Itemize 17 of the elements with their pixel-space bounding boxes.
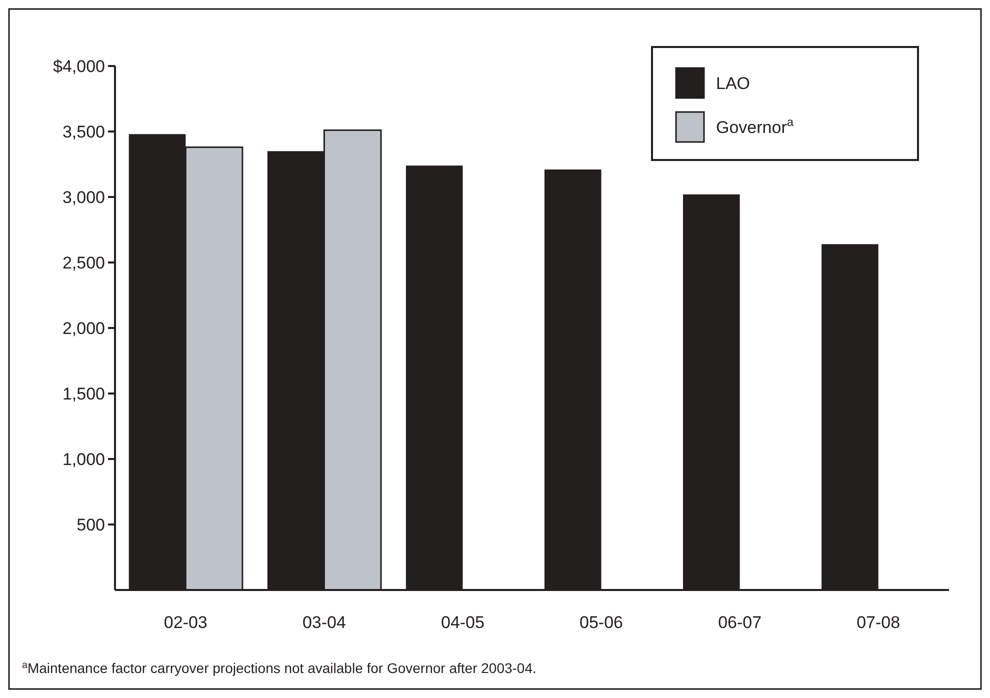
x-tick-label: 07-08 (856, 613, 900, 632)
x-tick-label: 03-04 (302, 613, 346, 632)
legend-label: Governor$^{a}$ (716, 114, 794, 137)
x-tick-label: 05-06 (580, 613, 624, 632)
y-tick-label: 1,500 (62, 384, 105, 404)
y-tick-label: $4,000 (53, 56, 105, 76)
x-tick-label: 06-07 (718, 613, 762, 632)
y-tick-label: 2,000 (62, 318, 105, 338)
x-tick-label: 04-05 (440, 613, 484, 632)
text: $^{a}$Maintenance factor carryover projections not available for Governor after 2003-04. (22, 660, 536, 676)
y-tick-label: 1,000 (62, 450, 105, 469)
x-tick-label: 02-03 (164, 613, 208, 632)
y-tick-label: 500 (76, 515, 105, 534)
y-tick-label: 3,000 (62, 188, 105, 207)
y-tick-label: 3,500 (62, 122, 105, 142)
legend-label: LAO (716, 74, 750, 93)
y-tick-label: 2,500 (62, 253, 105, 272)
